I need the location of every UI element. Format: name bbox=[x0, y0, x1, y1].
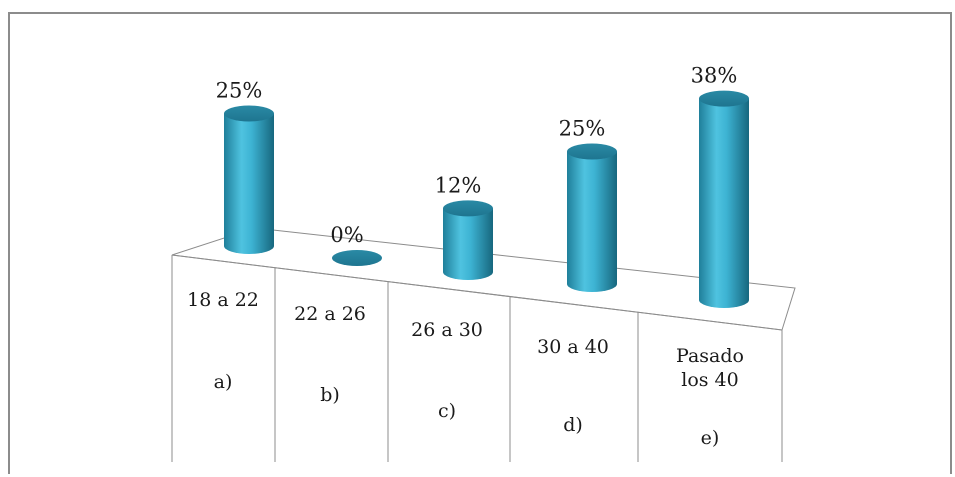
category-labels: 18 a 22 a) 22 a 26 b) 26 a 30 c) 30 a 40 d) Pasa… bbox=[187, 289, 744, 449]
bar-1 bbox=[332, 250, 382, 266]
category-letter-2: c) bbox=[438, 400, 456, 422]
data-label-1: 0% bbox=[330, 223, 363, 247]
category-range-4-line1: Pasado bbox=[676, 345, 744, 367]
bar-3 bbox=[567, 143, 617, 292]
category-letter-4: e) bbox=[701, 427, 720, 449]
table-top-edge bbox=[171, 254, 783, 331]
category-0: 18 a 22 a) bbox=[187, 289, 259, 393]
bar-body-3 bbox=[567, 151, 617, 292]
bar-0 bbox=[224, 105, 274, 254]
bars bbox=[224, 90, 749, 308]
bar-top-3 bbox=[567, 143, 617, 160]
bar-top-0 bbox=[224, 105, 274, 122]
data-label-0: 25% bbox=[216, 79, 263, 103]
data-label-3: 25% bbox=[559, 117, 606, 141]
category-range-3: 30 a 40 bbox=[537, 336, 609, 358]
bar-2 bbox=[443, 200, 493, 280]
bar-4 bbox=[699, 90, 749, 308]
category-range-0: 18 a 22 bbox=[187, 289, 259, 311]
bar-body-4 bbox=[699, 98, 749, 308]
category-range-2: 26 a 30 bbox=[411, 319, 483, 341]
data-labels: 25% 0% 12% 25% 38% bbox=[216, 64, 738, 247]
category-letter-1: b) bbox=[320, 384, 340, 406]
bar-body-2 bbox=[443, 208, 493, 280]
category-3: 30 a 40 d) bbox=[537, 336, 609, 436]
category-letter-3: d) bbox=[563, 414, 583, 436]
category-2: 26 a 30 c) bbox=[411, 319, 483, 422]
bar-top-1 bbox=[332, 250, 382, 266]
data-label-4: 38% bbox=[691, 64, 738, 88]
bar-top-4 bbox=[699, 90, 749, 107]
bar-body-0 bbox=[224, 113, 274, 254]
data-label-2: 12% bbox=[435, 173, 482, 197]
bar-top-2 bbox=[443, 200, 493, 217]
category-range-4-line2: los 40 bbox=[681, 369, 738, 391]
category-range-1: 22 a 26 bbox=[294, 303, 366, 325]
category-1: 22 a 26 b) bbox=[294, 303, 366, 406]
category-letter-0: a) bbox=[214, 371, 233, 393]
